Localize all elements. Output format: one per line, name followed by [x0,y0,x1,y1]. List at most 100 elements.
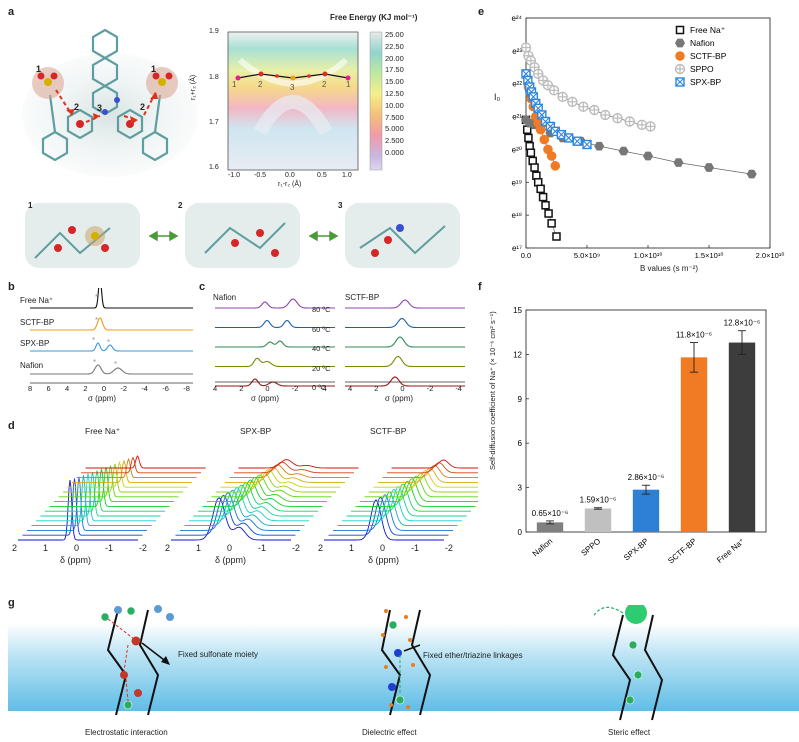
f-bar [632,489,660,532]
f-bar [680,357,708,532]
waterfall-trace [387,462,478,474]
ether-triazine-label: Fixed ether/triazine linkages [423,651,523,660]
f-category-label: SCTF-BP [666,537,698,566]
waterfall-trace [76,457,197,479]
waterfall-trace [40,471,161,517]
d-xticks: 2 1 0 -1 -2 [165,543,300,553]
e-xtick: 0.0 [521,251,531,260]
waterfall-trace [67,460,188,488]
map-xtick: -0.5 [254,172,267,179]
waterfall-trace [54,467,174,503]
e-point [538,192,548,202]
waterfall-trace [342,488,462,522]
waterfall-trace [346,486,467,517]
site-number: 1 [36,64,42,74]
d-title: Free Na⁺ [85,426,121,436]
e-ytick: e²⁴ [511,14,522,23]
map-xtick: 0.5 [317,172,327,179]
e-point [618,146,629,156]
e-point [535,124,546,135]
waterfall-trace [364,475,478,498]
path-label: 2 [322,80,327,89]
nafion-trace [215,357,335,368]
waterfall-trace [324,499,444,541]
e-xlabel: B values (s m⁻²) [640,264,699,273]
panel-label-g: g [8,597,15,609]
path-label: 1 [346,80,351,89]
f-ytick: 15 [513,306,522,315]
e-xtick: 1.5×10¹⁰ [695,251,724,260]
trace-label: SCTF-BP [20,318,55,327]
e-point [567,96,578,107]
nmr-spectra-b: * * * * * * [30,288,193,384]
site-number: 3 [97,103,103,113]
f-value-label: 0.65×10⁻⁶ [532,509,569,518]
mechanism-schematic [8,605,799,721]
waterfall-trace [234,461,354,474]
waterfall-trace [378,467,478,483]
e-point [536,184,545,194]
waterfall-trace [27,476,147,531]
waterfall-trace [207,477,327,503]
legend-marker [675,51,685,61]
waterfall-trace [45,470,165,512]
f-ytick: 0 [518,528,523,537]
waterfall-trace [225,466,345,483]
f-ytick: 9 [518,395,523,404]
e-point [612,113,623,124]
molecule-structure-figure [22,28,198,177]
waterfall-trace [81,456,201,474]
e-xtick: 2.0×10¹⁰ [756,251,785,260]
waterfall-trace [333,494,453,531]
d-xticks: 2 1 0 -1 -2 [318,543,453,553]
e-point [594,141,605,151]
d-xlabel: δ (ppm) [368,555,400,565]
d-xticks: 2 1 0 -1 -2 [12,543,147,553]
e-point [624,116,635,127]
f-ytick: 6 [518,439,523,448]
waterfall-trace [360,478,478,503]
waterfall-trace [180,492,300,531]
waterfall-trace [369,472,478,493]
map-ytick: 1.8 [209,74,219,81]
waterfall-trace [337,491,458,527]
waterfall-nmr-d [18,455,478,541]
d-xlabel: δ (ppm) [215,555,247,565]
f-bar [728,342,756,532]
caption-dielectric: Dielectric effect [362,728,417,737]
map-ytick: 1.9 [209,28,219,35]
map-xtick: 0.0 [285,172,295,179]
legend-label: SCTF-BP [690,51,727,61]
site-number: 2 [74,102,80,112]
e-point [539,134,550,145]
e-ytick: e¹⁹ [511,178,522,187]
legend-marker [675,38,685,48]
waterfall-trace [184,489,305,527]
sctf-trace [345,336,465,348]
e-xtick: 5.0×10⁹ [574,251,600,260]
panel-label-c: c [199,281,206,293]
nafion-trace [215,340,335,348]
waterfall-trace [49,468,170,507]
panel-label-f: f [478,281,482,293]
colorbar-ticks: 25.00 22.50 20.00 17.50 15.00 12.50 10.00 7.… [385,30,404,157]
snapshot-label: 3 [338,201,343,210]
svg-text:*: * [114,360,117,369]
snapshot-label: 1 [28,201,33,210]
f-ylabel: Self-diffusion coefficient of Na⁺ (× 10⁻… [488,311,497,470]
e-point [547,219,556,228]
e-point [636,119,648,130]
waterfall-trace [58,465,179,498]
waterfall-trace [229,464,350,479]
e-point [673,158,684,167]
e-point [572,136,582,146]
nmr-spectra-c [215,298,465,387]
waterfall-trace [355,480,476,507]
f-category-label: Free Na⁺ [715,537,746,565]
waterfall-trace [351,483,471,512]
e-xtick: 1.0×10¹⁰ [634,251,663,260]
waterfall-trace [202,479,323,507]
e-point [552,232,561,241]
snapshot-label: 2 [178,201,183,210]
